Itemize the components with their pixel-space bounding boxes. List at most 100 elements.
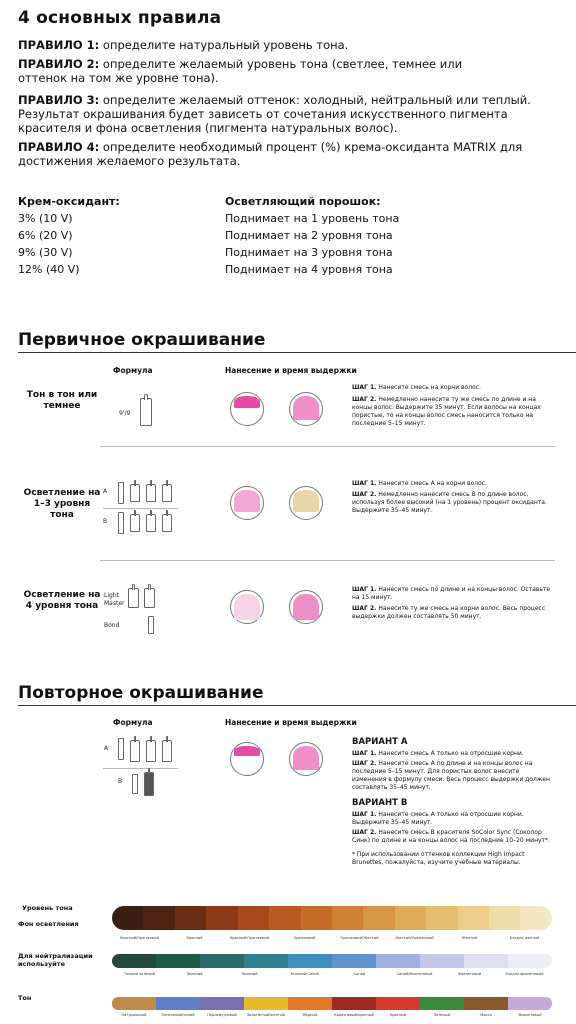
swatch-label: Фиолетовый: [518, 1013, 542, 1017]
oxidant-row: 12% (40 V): [18, 263, 80, 276]
color-bottle-icon: [162, 480, 172, 502]
color-swatch: [156, 997, 200, 1010]
color-swatch: [489, 906, 521, 930]
color-bottle-icon: [146, 510, 156, 532]
color-swatch: [112, 997, 156, 1010]
tone-scale: [112, 997, 552, 1010]
color-swatch: [363, 906, 395, 930]
color-swatch: [457, 906, 490, 930]
color-bottle-icon: [140, 394, 152, 426]
swatch-label: Коричневый/красный: [334, 1013, 374, 1017]
color-swatch: [244, 997, 288, 1010]
formula-mark: 9'/9: [119, 410, 131, 417]
formula-mark: A: [104, 745, 109, 752]
swatch-label: Темный зеленый: [123, 972, 156, 976]
powder-header: Осветляющий порошок:: [225, 195, 381, 208]
row-divider: [100, 446, 555, 447]
color-swatch: [332, 997, 376, 1010]
color-bottle-icon: [144, 768, 154, 796]
swatch-label: Натуральный: [121, 1013, 147, 1017]
rule-2: ПРАВИЛО 2: определите желаемый уровень т…: [18, 57, 463, 85]
swatch-label: Перламутровый: [207, 1013, 237, 1017]
swatch-label: Зеленый: [186, 972, 203, 976]
oxidant-header: Крем-оксидант:: [18, 195, 120, 208]
color-swatch: [331, 906, 364, 930]
powder-row: Поднимает на 3 уровня тона: [225, 246, 393, 259]
color-swatch: [269, 906, 301, 930]
formula-mark: A: [103, 488, 108, 495]
row-label: Осветление на 4 уровня тона: [23, 590, 101, 611]
powder-row: Поднимает на 2 уровня тона: [225, 229, 393, 242]
color-swatch: [244, 954, 288, 968]
hair-roots-icon: [234, 396, 260, 408]
color-swatch: [508, 954, 552, 968]
formula-mark: B: [103, 518, 108, 525]
color-bottle-icon: [128, 584, 139, 608]
repeat-title: Повторное окрашивание: [18, 683, 264, 703]
color-swatch: [376, 954, 420, 968]
color-bottle-icon: [144, 584, 155, 608]
color-swatch: [426, 906, 458, 930]
tube-icon: [148, 616, 154, 634]
step-text: ШАГ 1. Нанесите смесь на корни волос.: [352, 384, 481, 391]
formula-mark: Bond: [104, 622, 120, 629]
hair-full-icon: [234, 594, 260, 620]
swatch-label: Красный/Оранжевый: [119, 936, 160, 940]
color-bottle-icon: [162, 510, 172, 532]
color-bottle-icon: [130, 510, 140, 532]
color-swatch: [200, 997, 244, 1010]
col-formula: Формула: [113, 718, 153, 727]
variant-a-title: ВАРИАНТ А: [352, 737, 408, 747]
color-swatch: [112, 954, 156, 968]
swatch-label: Красный: [186, 936, 203, 940]
oxidant-row: 6% (20 V): [18, 229, 73, 242]
neutralization-scale: [112, 954, 552, 968]
color-bottle-icon: [146, 736, 156, 762]
swatch-label: Фиолетовый: [457, 972, 482, 976]
variant-b-title: ВАРИАНТ В: [352, 798, 408, 808]
color-swatch: [420, 954, 464, 968]
color-swatch: [332, 954, 376, 968]
color-swatch: [508, 997, 552, 1010]
swatch-label: Бледно-желтый: [509, 936, 540, 940]
color-swatch: [420, 997, 464, 1010]
color-bottle-icon: [130, 736, 140, 762]
col-formula: Формула: [113, 366, 153, 375]
color-swatch: [394, 906, 427, 930]
color-swatch: [376, 997, 420, 1010]
swatch-label: Желтый: [461, 936, 478, 940]
tube-icon: [118, 738, 124, 760]
oxidant-row: 3% (10 V): [18, 212, 73, 225]
swatch-label: Красный: [389, 1013, 407, 1017]
swatch-label: Синий: [353, 972, 366, 976]
step-text: ШАГ 1. Нанесите смесь по длине и на конц…: [352, 586, 551, 601]
powder-row: Поднимает на 4 уровня тона: [225, 263, 393, 276]
swatch-label: Золотистый/желтый: [247, 1013, 285, 1017]
tube-icon: [132, 774, 138, 794]
footnote: * При использовании оттенков коллекции H…: [352, 851, 525, 866]
swatch-label: Желтый/Оранжевый: [395, 936, 434, 940]
swatch-label: Мокка: [480, 1013, 492, 1017]
formula-divider: [103, 768, 178, 769]
color-swatch: [288, 954, 332, 968]
hair-roots-icon: [234, 490, 260, 512]
swatch-label: Синий/Фиолетовый: [396, 972, 433, 976]
color-bottle-icon: [162, 736, 172, 762]
rule-1: ПРАВИЛО 1: определите натуральный уровен…: [18, 38, 349, 52]
bg-label: Фон осветления: [18, 920, 79, 928]
col-apply: Нанесение и время выдержки: [225, 718, 357, 727]
swatch-label: Бледно-фиолетовый: [505, 972, 544, 976]
step-text: ШАГ 1. Нанесите смесь А на корни волос.: [352, 480, 487, 487]
step-text: ШАГ 2. Нанесите смесь А по длине и на ко…: [352, 760, 550, 791]
color-swatch: [206, 906, 238, 930]
tone-label: Тон: [18, 994, 32, 1002]
hair-roots-icon: [234, 746, 260, 756]
formula-divider: [103, 508, 178, 509]
color-swatch: [464, 997, 508, 1010]
hair-roots-icon: [293, 594, 319, 620]
formula-mark: Light Master: [104, 592, 125, 607]
color-swatch: [174, 906, 207, 930]
neutralize-label: Для нейтрализации используйте: [18, 952, 93, 968]
color-swatch: [200, 954, 244, 968]
rule-4: ПРАВИЛО 4: определите необходимый процен…: [18, 140, 523, 168]
